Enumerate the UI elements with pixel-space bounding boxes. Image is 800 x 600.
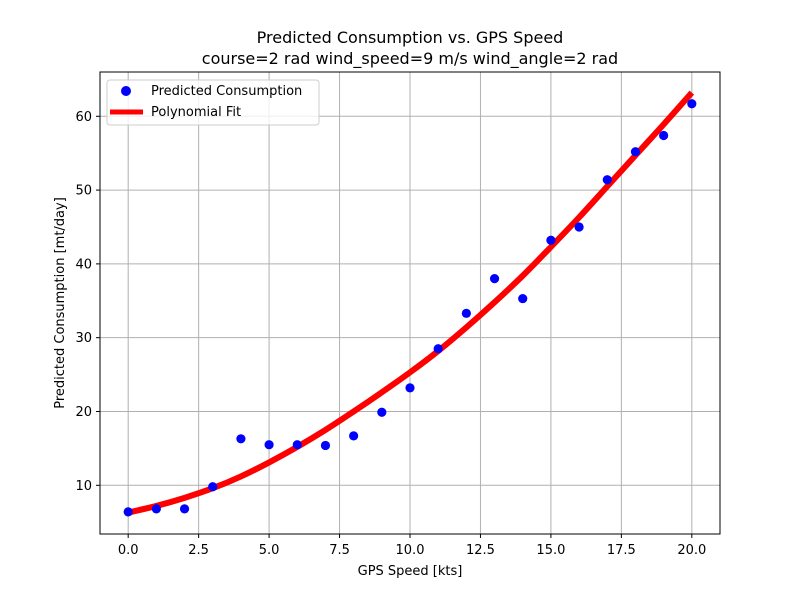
legend-marker-predicted-consumption	[121, 86, 131, 96]
chart-subtitle: course=2 rad wind_speed=9 m/s wind_angle…	[202, 49, 618, 69]
scatter-point	[574, 222, 584, 232]
scatter-point	[264, 440, 274, 450]
scatter-point	[433, 344, 443, 354]
y-tick-label: 30	[75, 331, 92, 346]
scatter-point	[349, 431, 359, 441]
scatter-point	[320, 440, 331, 451]
scatter-point	[659, 130, 669, 141]
x-tick-label: 0.0	[118, 543, 139, 558]
scatter-point	[377, 407, 387, 417]
x-tick-label: 10.0	[396, 543, 425, 558]
y-tick-label: 60	[75, 110, 92, 125]
y-tick-label: 40	[75, 257, 92, 272]
chart-title: Predicted Consumption vs. GPS Speed	[257, 28, 564, 47]
scatter-point	[518, 293, 528, 304]
grid-layer	[100, 72, 720, 534]
legend: Predicted Consumption Polynomial Fit	[106, 79, 320, 126]
y-ticks-layer: 10 20 30 40 50 60	[75, 110, 100, 494]
scatter-point	[461, 308, 471, 318]
scatter-point	[208, 482, 218, 492]
scatter-points-layer	[123, 99, 697, 517]
scatter-point	[630, 147, 641, 157]
scatter-point	[236, 434, 246, 444]
x-tick-label: 5.0	[259, 543, 280, 558]
x-tick-label: 12.5	[466, 543, 495, 558]
scatter-point	[687, 99, 697, 109]
x-ticks-layer: 0.0 2.5 5.0 7.5 10.0 12.5 15.0 17.5 20.0	[118, 534, 706, 558]
scatter-point	[123, 507, 133, 517]
scatter-point	[405, 383, 415, 393]
fit-line-layer	[127, 90, 695, 516]
polynomial-fit-line	[127, 90, 695, 516]
x-tick-label: 2.5	[188, 543, 209, 558]
legend-box	[106, 79, 320, 126]
y-tick-label: 50	[75, 184, 92, 199]
scatter-point	[546, 235, 556, 245]
legend-label-polynomial-fit: Polynomial Fit	[151, 105, 241, 120]
y-tick-label: 10	[75, 479, 92, 494]
y-axis-label: Predicted Consumption [mt/day]	[53, 197, 68, 409]
scatter-point	[151, 504, 161, 514]
legend-label-predicted-consumption: Predicted Consumption	[151, 84, 302, 99]
scatter-point	[179, 504, 190, 514]
x-axis-label: GPS Speed [kts]	[358, 564, 463, 579]
x-tick-label: 15.0	[536, 543, 565, 558]
scatter-point	[292, 440, 302, 450]
x-tick-label: 17.5	[607, 543, 636, 558]
x-tick-label: 7.5	[329, 543, 350, 558]
y-tick-label: 20	[75, 405, 92, 420]
x-tick-label: 20.0	[677, 543, 706, 558]
scatter-point	[602, 175, 612, 185]
scatter-point	[489, 274, 500, 284]
